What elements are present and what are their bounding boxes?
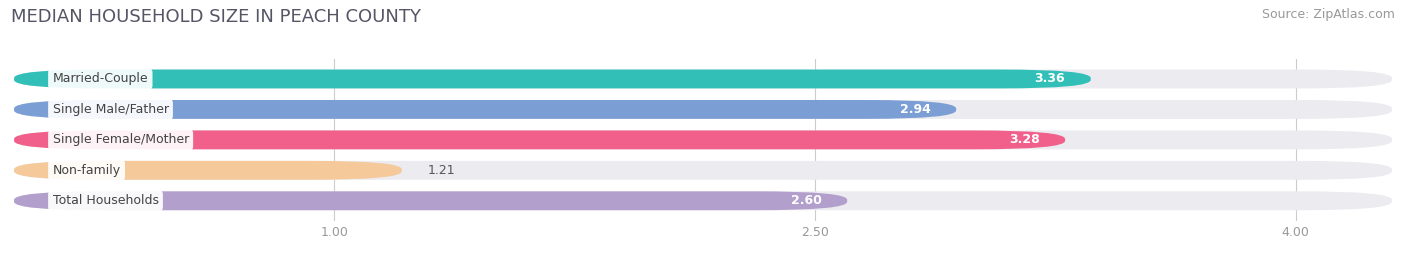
FancyBboxPatch shape	[14, 100, 1392, 119]
Text: Single Male/Father: Single Male/Father	[52, 103, 169, 116]
Text: 3.28: 3.28	[1008, 133, 1039, 146]
Text: Married-Couple: Married-Couple	[52, 72, 148, 86]
Text: 3.36: 3.36	[1035, 72, 1066, 86]
Text: Single Female/Mother: Single Female/Mother	[52, 133, 188, 146]
FancyBboxPatch shape	[14, 161, 1392, 180]
FancyBboxPatch shape	[14, 161, 402, 180]
FancyBboxPatch shape	[14, 69, 1392, 89]
Text: MEDIAN HOUSEHOLD SIZE IN PEACH COUNTY: MEDIAN HOUSEHOLD SIZE IN PEACH COUNTY	[11, 8, 422, 26]
Text: 2.60: 2.60	[790, 194, 821, 207]
FancyBboxPatch shape	[14, 69, 1091, 89]
FancyBboxPatch shape	[14, 191, 1392, 210]
FancyBboxPatch shape	[14, 100, 956, 119]
FancyBboxPatch shape	[14, 130, 1066, 149]
Text: Non-family: Non-family	[52, 164, 121, 177]
Text: Source: ZipAtlas.com: Source: ZipAtlas.com	[1261, 8, 1395, 21]
FancyBboxPatch shape	[14, 191, 848, 210]
Text: 1.21: 1.21	[427, 164, 456, 177]
Text: 2.94: 2.94	[900, 103, 931, 116]
Text: Total Households: Total Households	[52, 194, 159, 207]
FancyBboxPatch shape	[14, 130, 1392, 149]
